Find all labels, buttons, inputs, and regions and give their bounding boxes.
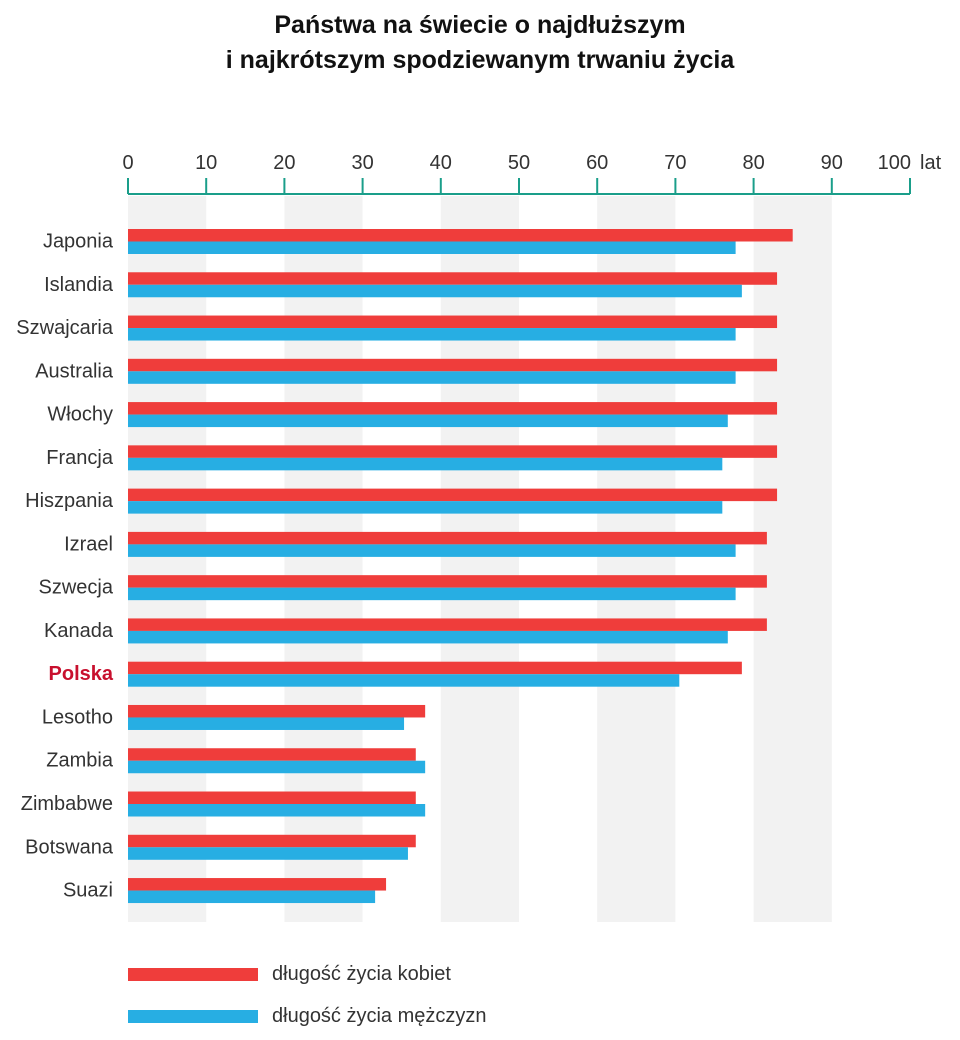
legend-swatch-women — [128, 968, 258, 981]
bar-men — [128, 587, 736, 601]
bar-men — [128, 890, 376, 904]
bar-women — [128, 315, 778, 329]
bar-women — [128, 791, 416, 805]
chart-title-line-2: i najkrótszym spodziewanym trwaniu życia — [225, 46, 735, 74]
category-label: Szwajcaria — [16, 317, 114, 339]
category-label: Zimbabwe — [21, 793, 113, 815]
category-label: Izrael — [64, 533, 113, 555]
bar-men — [128, 544, 736, 557]
bar-women — [128, 358, 778, 372]
legend-item-women: długość życia kobiet — [128, 958, 688, 988]
bar-women — [128, 488, 778, 502]
x-tick-label: 40 — [430, 152, 452, 174]
category-label: Włochy — [47, 404, 113, 426]
bar-men — [128, 328, 736, 341]
chart-title: Państwa na świecie o najdłuższym i najkr… — [0, 8, 960, 78]
bar-women — [128, 402, 778, 415]
x-tick-label: 90 — [821, 152, 843, 174]
bar-women — [128, 272, 778, 285]
bar-men — [128, 804, 426, 817]
bar-men — [128, 284, 742, 298]
bar-men — [128, 501, 723, 514]
category-label: Botswana — [25, 836, 114, 858]
category-label: Lesotho — [42, 706, 113, 728]
grid-band — [753, 196, 832, 922]
category-label: Islandia — [44, 274, 114, 296]
bar-women — [128, 704, 426, 718]
x-tick-label: 0 — [122, 152, 133, 174]
bar-women — [128, 618, 767, 631]
bar-men — [128, 760, 426, 774]
x-tick-label: 10 — [195, 152, 217, 174]
bar-women — [128, 445, 778, 458]
category-label: Australia — [35, 360, 114, 382]
bar-women — [128, 661, 742, 675]
grid-band — [440, 196, 519, 922]
category-label: Kanada — [44, 620, 114, 642]
bar-women — [128, 575, 767, 588]
x-tick-label: 50 — [508, 152, 530, 174]
bar-women — [128, 834, 416, 848]
bar-women — [128, 878, 387, 891]
category-label: Francja — [46, 447, 114, 469]
bar-women — [128, 229, 793, 242]
category-label: Japonia — [43, 231, 114, 253]
bar-men — [128, 371, 736, 384]
category-label: Hiszpania — [25, 490, 114, 512]
category-label: Suazi — [63, 880, 113, 902]
bar-men — [128, 717, 405, 730]
x-axis-unit: lat — [920, 152, 942, 174]
bar-women — [128, 748, 416, 761]
legend-item-men: długość życia mężczyzn — [128, 1000, 688, 1030]
legend-label-men: długość życia mężczyzn — [272, 1005, 487, 1027]
bar-men — [128, 241, 736, 254]
grid-band — [597, 196, 676, 922]
bar-men — [128, 674, 680, 687]
category-label: Szwecja — [39, 577, 114, 599]
bar-men — [128, 457, 723, 471]
x-tick-label: 30 — [351, 152, 373, 174]
chart-title-line-1: Państwa na świecie o najdłuższym — [274, 11, 686, 39]
legend-label-women: długość życia kobiet — [272, 963, 451, 985]
x-tick-label: 20 — [273, 152, 295, 174]
bar-men — [128, 847, 408, 860]
bar-men — [128, 414, 728, 428]
x-tick-label: 70 — [664, 152, 686, 174]
bar-women — [128, 531, 767, 545]
x-tick-label: 80 — [742, 152, 764, 174]
legend-swatch-men — [128, 1010, 258, 1023]
x-tick-label: 100 — [878, 152, 911, 174]
category-label: Zambia — [46, 750, 114, 772]
category-label: Polska — [49, 663, 114, 685]
bar-men — [128, 630, 728, 644]
x-tick-label: 60 — [586, 152, 608, 174]
